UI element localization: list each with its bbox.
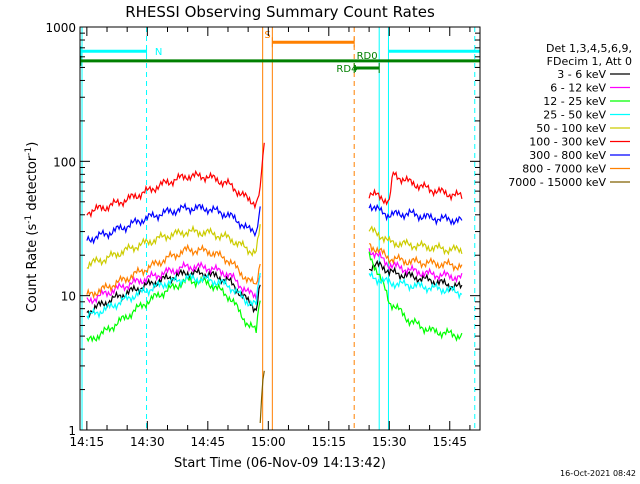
legend-label: 6 - 12 keV xyxy=(550,82,606,95)
y-axis-label-part: detector xyxy=(25,155,40,215)
x-tick-label: 15:15 xyxy=(311,435,346,449)
legend-header-line: Det 1,3,4,5,6,9, xyxy=(546,42,632,55)
series-line xyxy=(86,243,463,300)
y-tick-label: 10 xyxy=(61,290,76,304)
y-axis-label-sup: -1 xyxy=(24,147,34,156)
x-tick-label: 14:45 xyxy=(191,435,226,449)
chart-title: RHESSI Observing Summary Count Rates xyxy=(125,3,435,21)
y-tick-label: 100 xyxy=(53,155,76,169)
legend-label: 100 - 300 keV xyxy=(529,136,606,149)
legend-label: 300 - 800 keV xyxy=(529,149,606,162)
series-line xyxy=(86,224,463,270)
annotation-label: RD4 xyxy=(336,64,357,75)
plot-frame xyxy=(79,26,481,431)
y-axis-label-sup: -1 xyxy=(24,215,34,224)
x-axis-label: Start Time (06-Nov-09 14:13:42) xyxy=(174,456,386,471)
legend-label: 50 - 100 keV xyxy=(536,122,606,135)
x-tick-label: 14:15 xyxy=(70,435,105,449)
legend-label: 12 - 25 keV xyxy=(543,95,606,108)
annotation-label: RD0 xyxy=(357,51,378,62)
y-tick-label: 1 xyxy=(68,424,76,438)
legend-label: 7000 - 15000 keV xyxy=(508,176,606,189)
series-line xyxy=(86,142,463,219)
series-line xyxy=(86,202,463,245)
legend-label: 800 - 7000 keV xyxy=(522,163,606,176)
series-line xyxy=(86,270,463,321)
x-tick-label: 15:30 xyxy=(372,435,407,449)
legend-header-line: FDecim 1, Att 0 xyxy=(547,55,632,68)
series-line xyxy=(86,251,463,343)
legend-label: 25 - 50 keV xyxy=(543,109,606,122)
y-axis-label: Count Rate (s-1 detector-1) xyxy=(24,142,40,313)
x-tick-label: 15:00 xyxy=(251,435,286,449)
annotation-label: S xyxy=(264,30,270,41)
y-axis-label-part: Count Rate (s xyxy=(25,224,40,313)
timestamp: 16-Oct-2021 08:42 xyxy=(560,469,636,478)
legend-label: 3 - 6 keV xyxy=(557,68,606,81)
annotation-label: N xyxy=(155,47,162,58)
series-line xyxy=(259,370,265,424)
x-tick-label: 15:45 xyxy=(432,435,467,449)
series-line xyxy=(86,259,463,319)
y-axis-label-part: ) xyxy=(25,142,40,147)
x-tick-label: 14:30 xyxy=(130,435,165,449)
y-tick-label: 1000 xyxy=(45,21,76,35)
